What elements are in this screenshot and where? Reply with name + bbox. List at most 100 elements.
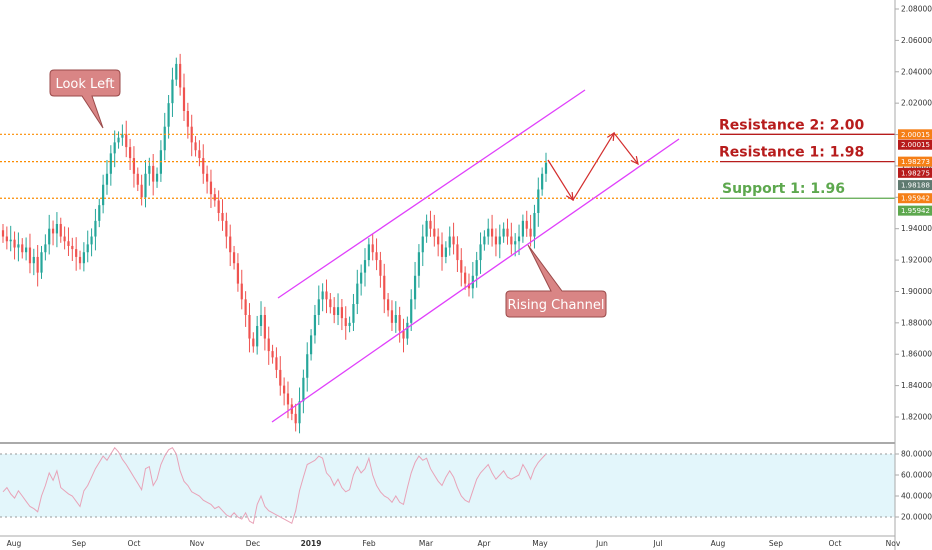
candle — [140, 184, 143, 198]
price-tag-value: 1.95942 — [901, 207, 930, 215]
candle — [236, 263, 240, 284]
candle — [144, 173, 147, 198]
price-tag — [898, 180, 932, 191]
candle — [371, 244, 374, 253]
candle — [263, 315, 266, 339]
price-axis-tick: 2.06000 — [901, 36, 932, 45]
time-axis-tick: Nov — [190, 539, 205, 548]
time-axis-tick: Dec — [246, 539, 261, 548]
price-tag-value: 1.98188 — [901, 182, 930, 190]
candle — [279, 369, 282, 386]
price-tag — [898, 205, 932, 216]
candle — [48, 228, 51, 245]
candle — [298, 401, 301, 424]
candle — [117, 137, 120, 143]
time-axis-tick: Apr — [478, 539, 492, 548]
oscillator-axis-tick: 60.0000 — [901, 471, 932, 480]
oscillator-chart — [0, 446, 895, 525]
candle — [44, 244, 47, 253]
candle — [506, 228, 509, 237]
candle — [479, 244, 482, 261]
price-tag-value: 1.95942 — [901, 195, 930, 203]
candle — [325, 291, 328, 300]
candle — [71, 245, 74, 250]
time-axis-tick: Sep — [769, 539, 783, 548]
candle — [483, 236, 486, 245]
candle — [286, 393, 290, 405]
price-tag — [898, 193, 932, 204]
candle — [541, 173, 544, 190]
time-axis-tick: Aug — [711, 539, 726, 548]
candle — [464, 272, 467, 284]
candle — [198, 150, 201, 159]
candle — [163, 126, 166, 151]
arrow-head — [630, 156, 639, 166]
candle — [190, 126, 193, 143]
price-tag-value: 1.98275 — [901, 169, 930, 177]
candle — [452, 236, 455, 245]
candle — [90, 236, 93, 245]
candle — [313, 315, 317, 336]
candle — [460, 260, 463, 273]
oscillator-axis[interactable]: 20.0000 40.0000 60.0000 80.0000 — [895, 450, 932, 522]
candle — [444, 247, 447, 257]
candle — [175, 63, 178, 80]
candle — [275, 357, 278, 370]
candle — [113, 142, 116, 154]
candle — [379, 260, 382, 276]
candle — [306, 354, 309, 378]
candle — [186, 111, 189, 127]
candle — [375, 252, 378, 261]
candle — [410, 299, 413, 323]
candle — [1, 230, 5, 237]
candle — [248, 315, 251, 339]
candle — [352, 304, 355, 323]
candle — [333, 307, 336, 315]
candle — [336, 307, 340, 315]
time-axis-tick: Oct — [829, 539, 842, 548]
candle — [32, 256, 35, 264]
candle — [321, 291, 324, 300]
candle — [456, 244, 459, 261]
oscillator-axis-tick: 80.0000 — [901, 450, 932, 459]
candle — [36, 256, 39, 273]
price-axis-tick: 1.88000 — [901, 318, 932, 327]
candle — [302, 377, 305, 402]
price-axis-tick: 1.90000 — [901, 287, 932, 296]
candle — [213, 194, 216, 201]
time-axis-tick: Feb — [362, 539, 376, 548]
price-axis-tick: 1.86000 — [901, 350, 932, 359]
candle — [121, 134, 124, 138]
candle — [502, 228, 505, 237]
candle — [421, 236, 424, 253]
candle — [221, 213, 224, 221]
rising-channel-callout — [505, 244, 607, 318]
candle — [136, 173, 139, 185]
time-axis-tick: Oct — [128, 539, 141, 548]
candle — [102, 184, 105, 206]
candle — [98, 205, 101, 221]
price-axis-tick: 1.84000 — [901, 381, 932, 390]
price-axis-tick: 1.94000 — [901, 224, 932, 233]
time-axis[interactable]: Aug Sep Oct Nov Dec 2019 Feb Mar Apr May Jun Jul Aug… — [7, 539, 901, 548]
candle — [94, 220, 97, 237]
candle — [179, 63, 182, 88]
price-tag-value: 2.00015 — [901, 131, 930, 139]
candle — [63, 236, 66, 242]
candle — [256, 325, 259, 347]
candle — [317, 299, 320, 315]
candle — [433, 228, 436, 237]
level-label: Resistance 1: 1.98 — [719, 145, 864, 161]
candle — [429, 220, 432, 229]
time-axis-tick: Mar — [419, 539, 434, 548]
candle — [529, 228, 532, 237]
price-axis-tick: 1.92000 — [901, 256, 932, 265]
candle — [267, 338, 270, 352]
price-tags: 2.00015 2.00015 1.98273 1.98275 1.98188 1.959… — [898, 129, 932, 216]
price-chart-background — [0, 0, 895, 443]
candle — [82, 252, 85, 264]
candle — [437, 236, 440, 245]
price-tag-value: 2.00015 — [901, 141, 930, 149]
candle — [494, 236, 498, 245]
candle — [202, 158, 205, 174]
